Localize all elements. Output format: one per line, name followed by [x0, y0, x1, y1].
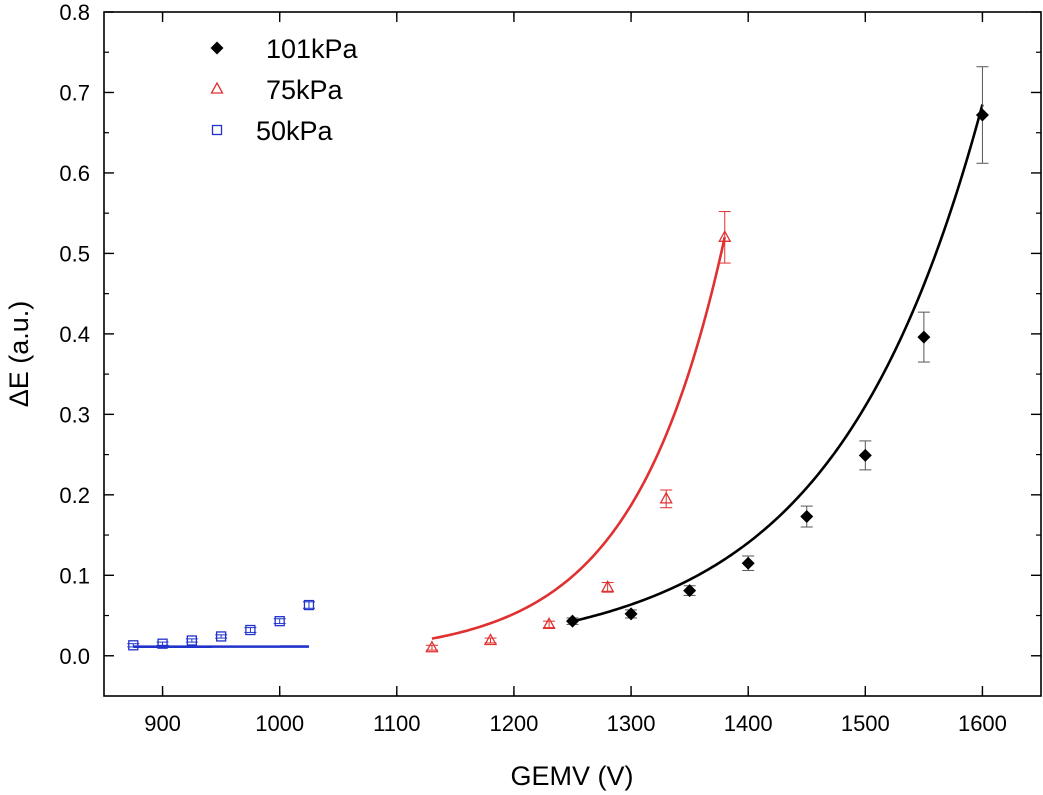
- y-tick-label: 0.4: [59, 322, 90, 347]
- legend-label: 75kPa: [266, 75, 344, 105]
- data-point: [215, 631, 227, 642]
- x-tick-label: 1200: [489, 711, 538, 736]
- y-tick-label: 0.5: [59, 241, 90, 266]
- legend: 101kPa 75kPa 50kPa: [210, 34, 359, 146]
- plot-frame: [103, 11, 1042, 697]
- data-point: [245, 624, 256, 636]
- fit-curve-75kPa: [431, 236, 727, 640]
- data-point: [858, 448, 872, 462]
- legend-label: 50kPa: [256, 116, 334, 146]
- data-point: [186, 635, 197, 646]
- fit-curves: [133, 104, 984, 648]
- data-point: [718, 229, 732, 242]
- x-axis-title: GEMV (V): [510, 761, 633, 791]
- data-point: [601, 580, 615, 593]
- data-point: [483, 633, 498, 646]
- data-point: [917, 330, 931, 344]
- data-point: [975, 108, 989, 122]
- y-tick-label: 0.1: [59, 563, 90, 588]
- y-tick-label: 0.2: [59, 483, 90, 508]
- data-point: [741, 556, 755, 570]
- data-point: [542, 617, 556, 630]
- x-tick-label: 1100: [373, 711, 420, 736]
- y-axis-title: ΔE (a.u.): [4, 301, 34, 408]
- y-tick-label: 0.3: [59, 402, 90, 427]
- data-markers: [128, 108, 989, 653]
- data-point: [566, 614, 579, 628]
- data-point: [274, 616, 285, 627]
- error-bars: [127, 66, 989, 651]
- data-point: [157, 638, 168, 649]
- data-point: [800, 510, 814, 524]
- data-point: [683, 584, 697, 598]
- y-tick-label: 0.6: [59, 161, 90, 186]
- legend-label: 101kPa: [266, 34, 359, 64]
- legend-marker: [210, 81, 224, 94]
- data-point: [128, 640, 139, 651]
- data-point: [425, 640, 439, 653]
- x-tick-label: 1300: [607, 711, 656, 736]
- x-tick-label: 900: [144, 711, 181, 736]
- y-tick-label: 0.8: [59, 0, 90, 25]
- y-tick-label: 0.7: [59, 80, 90, 105]
- x-tick-label: 1400: [724, 711, 773, 736]
- x-tick-label: 1000: [255, 711, 304, 736]
- data-point: [659, 491, 673, 504]
- legend-marker: [210, 41, 224, 55]
- fit-curve-101kPa: [572, 104, 984, 623]
- legend-marker: [211, 124, 223, 136]
- y-tick-label: 0.0: [59, 644, 90, 669]
- data-point: [624, 607, 638, 621]
- data-point: [303, 599, 315, 611]
- axis-ticks: [104, 11, 1041, 696]
- x-tick-label: 1600: [958, 711, 1007, 736]
- tick-labels: 900 1000 1100 1200 1300 1400 1500 1600 0.0 0.1 0.2…: [59, 0, 1007, 736]
- x-tick-label: 1500: [841, 711, 890, 736]
